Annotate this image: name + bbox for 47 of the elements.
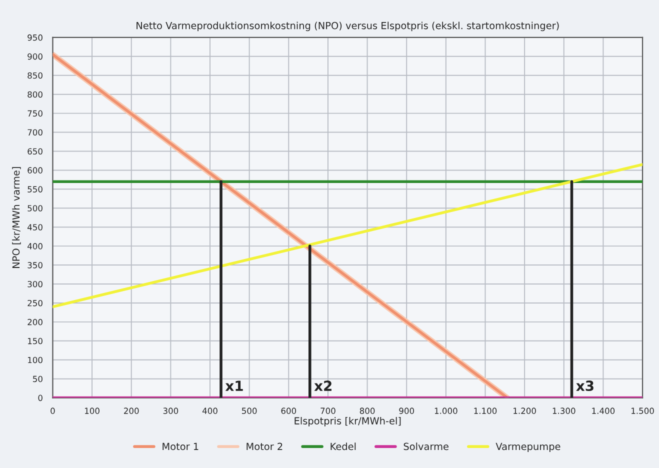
x-tick-label: 1.000 xyxy=(434,408,458,414)
x-axis-title: Elspotpris [kr/MWh-el] xyxy=(294,416,401,426)
x-tick-label: 1.100 xyxy=(474,408,497,414)
legend-label: Varmepumpe xyxy=(496,442,560,452)
annotation: x1 xyxy=(225,380,243,391)
y-tick-label: 750 xyxy=(28,110,42,117)
annotation: x2 xyxy=(314,380,332,391)
x-tick-label: 900 xyxy=(399,408,414,414)
annotation: x3 xyxy=(576,380,594,392)
y-tick-label: 800 xyxy=(28,91,42,98)
y-tick-label: 900 xyxy=(28,53,42,60)
x-tick-label: 100 xyxy=(85,408,100,414)
y-tick-label: 650 xyxy=(28,148,42,155)
y-tick-label: 0 xyxy=(38,394,42,402)
x-tick-label: 1.300 xyxy=(552,408,576,414)
y-tick-label: 300 xyxy=(28,280,42,288)
y-tick-label: 500 xyxy=(28,205,42,212)
y-tick-label: 700 xyxy=(28,129,42,136)
x-tick-label: 800 xyxy=(360,408,375,414)
x-tick-label: 200 xyxy=(124,408,139,414)
y-tick-label: 50 xyxy=(33,376,42,382)
y-tick-label: 350 xyxy=(28,262,42,268)
y-tick-label: 200 xyxy=(28,318,42,326)
y-tick-label: 150 xyxy=(28,338,42,344)
legend-label: Solvarme xyxy=(404,442,448,450)
x-tick-label: 300 xyxy=(163,408,178,414)
x-tick-label: 1.500 xyxy=(632,408,654,414)
y-tick-label: 600 xyxy=(28,167,42,174)
y-tick-label: 100 xyxy=(28,356,42,364)
y-tick-label: 250 xyxy=(28,300,42,306)
y-tick-label: 950 xyxy=(28,34,42,41)
x-tick-label: 1.200 xyxy=(514,408,536,414)
x-tick-label: 0 xyxy=(50,408,55,414)
legend-label: Kedel xyxy=(330,442,356,450)
legend-label: Motor 1 xyxy=(162,442,198,450)
y-tick-label: 550 xyxy=(28,186,42,192)
x-tick-label: 600 xyxy=(281,408,296,414)
x-tick-label: 1.400 xyxy=(592,408,615,414)
y-tick-label: 400 xyxy=(28,243,42,250)
x-tick-label: 700 xyxy=(320,408,336,414)
legend-label: Motor 2 xyxy=(246,442,282,450)
y-tick-label: 850 xyxy=(28,72,42,79)
y-axis-title: NPO [kr/MWh varme] xyxy=(12,167,21,268)
chart-title: Netto Varmeproduktionsomkostning (NPO) versus Elspotpris (ekskl. startomkostninger) xyxy=(136,22,559,32)
y-tick-label: 450 xyxy=(28,224,42,230)
x-tick-label: 400 xyxy=(202,408,218,414)
x-tick-label: 500 xyxy=(242,408,257,414)
